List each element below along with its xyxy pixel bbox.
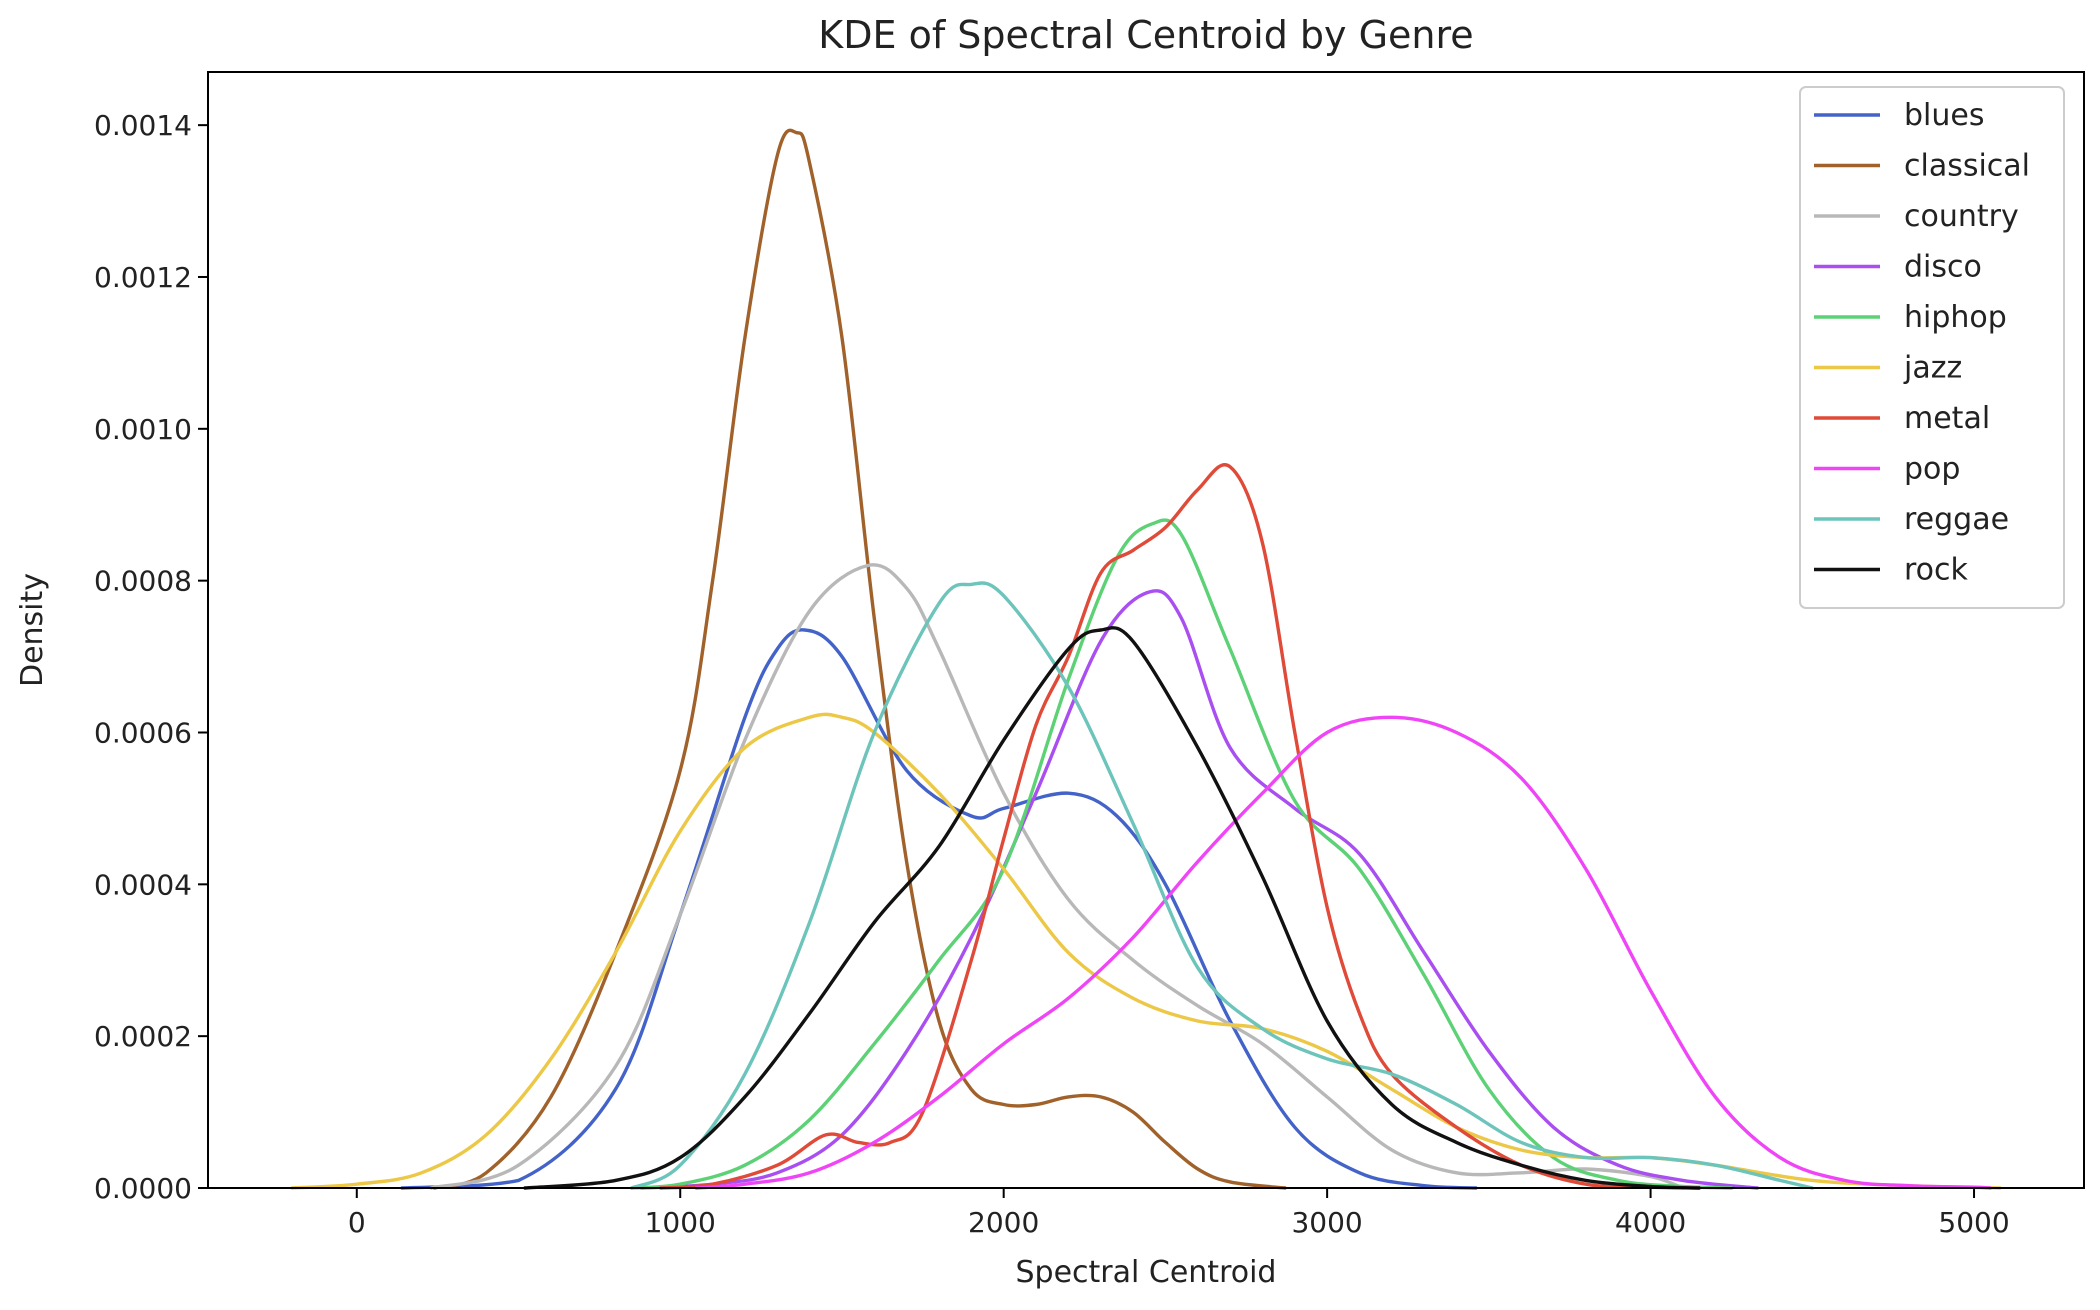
axes-layer: 0 1000 2000 3000 4000 5000 0.0000 0.0002 0.0004 0… <box>94 109 2010 1239</box>
legend-label-jazz: jazz <box>1903 351 1962 386</box>
y-tick-label: 0.0008 <box>94 565 192 598</box>
series-line-pop <box>694 715 1992 1190</box>
y-tick-label: 0.0002 <box>94 1020 192 1053</box>
series-line-disco <box>639 589 1759 1190</box>
y-tick-label: 0.0004 <box>94 868 192 901</box>
x-axis-label: Spectral Centroid <box>1016 1255 1277 1290</box>
series-line-reggae <box>630 581 1814 1190</box>
legend-label-disco: disco <box>1904 250 1982 285</box>
y-tick-label: 0.0010 <box>94 413 192 446</box>
x-tick-label: 2000 <box>968 1206 1039 1239</box>
legend-label-pop: pop <box>1904 452 1960 487</box>
y-tick-label: 0.0014 <box>94 109 192 142</box>
y-tick-label: 0.0012 <box>94 261 192 294</box>
x-tick-label: 4000 <box>1615 1206 1686 1239</box>
series-line-rock <box>523 626 1701 1190</box>
legend-label-country: country <box>1904 199 2019 234</box>
series-line-country <box>429 563 1685 1190</box>
legend: blues classical country disco hiphop jazz meta… <box>1799 86 2065 609</box>
plot-frame <box>207 71 2085 1189</box>
legend-label-reggae: reggae <box>1904 502 2009 537</box>
y-tick-label: 0.0006 <box>94 716 192 749</box>
legend-label-rock: rock <box>1904 553 1969 588</box>
y-axis-label: Density <box>15 573 50 687</box>
series-line-blues <box>400 628 1478 1190</box>
legend-label-classical: classical <box>1904 149 2030 184</box>
legend-label-hiphop: hiphop <box>1904 300 2007 335</box>
series-line-classical <box>432 128 1287 1190</box>
y-tick-label: 0.0000 <box>94 1172 192 1205</box>
x-tick-label: 1000 <box>645 1206 716 1239</box>
x-tick-label: 0 <box>348 1206 366 1239</box>
x-tick-label: 3000 <box>1291 1206 1362 1239</box>
chart-title: KDE of Spectral Centroid by Genre <box>818 13 1473 57</box>
legend-label-blues: blues <box>1904 98 1984 133</box>
legend-label-metal: metal <box>1904 401 1990 436</box>
x-tick-label: 5000 <box>1938 1206 2009 1239</box>
series-line-metal <box>659 463 1701 1190</box>
series-layer <box>290 128 2002 1190</box>
